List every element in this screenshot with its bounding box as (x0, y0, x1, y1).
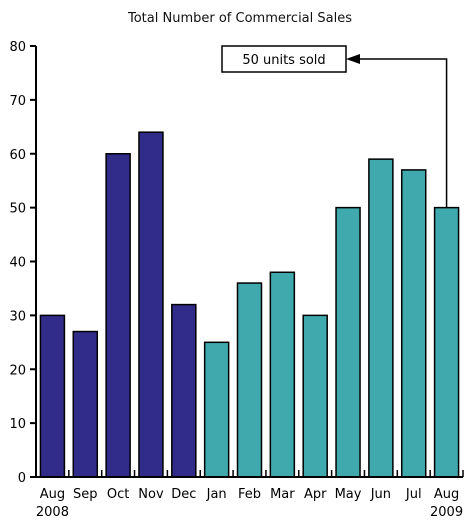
y-tick-label: 60 (9, 148, 26, 163)
annotation-label: 50 units sold (242, 53, 325, 68)
y-tick-label: 70 (9, 94, 26, 109)
bar-jun (368, 158, 394, 478)
chart-title: Total Number of Commercial Sales (127, 11, 352, 26)
y-tick-label: 20 (9, 363, 26, 378)
y-tick-label: 30 (9, 309, 26, 324)
y-axis: 0 10 20 30 40 50 60 70 80 (9, 40, 37, 486)
x-category-label: Jan (206, 487, 227, 502)
x-category-label: Oct (107, 487, 129, 502)
x-category-label: Aug (434, 487, 459, 502)
bar-feb (236, 282, 263, 478)
annotation-box (221, 45, 347, 73)
x-category-label: Jun (370, 487, 391, 502)
x-category-label: Mar (270, 487, 295, 502)
bar-dec (171, 303, 197, 478)
bar-jul (400, 169, 427, 478)
annotation-arrowhead (346, 54, 360, 64)
x-category-label: Apr (304, 487, 327, 502)
x-category-label: Nov (138, 487, 164, 502)
bar-sep (72, 330, 99, 478)
x-category-label: Feb (238, 487, 261, 502)
x-category-label: Aug (40, 487, 65, 502)
annotation-connector (358, 58, 448, 208)
y-tick-label: 10 (9, 417, 26, 432)
x-year-label: 2008 (36, 505, 69, 520)
x-year-label: 2009 (430, 505, 463, 520)
y-tick-label: 0 (18, 471, 26, 486)
y-tick-label: 50 (9, 202, 26, 217)
bar-mar (269, 271, 296, 478)
bar-apr (302, 314, 328, 478)
bar-may (335, 206, 361, 478)
y-tick-label: 80 (9, 40, 26, 55)
x-category-label: Sep (73, 487, 98, 502)
bar-aug (433, 206, 460, 478)
bar-jan (203, 341, 230, 478)
x-category-label: May (335, 487, 362, 502)
annotation-group: 50 units sold (221, 45, 448, 208)
bar-oct (105, 153, 131, 478)
x-axis: Aug Sep Oct Nov Dec Jan Feb Mar Apr May Jun Jul Aug 2… (35, 470, 464, 520)
x-category-label: Jul (405, 487, 422, 502)
y-tick-label: 40 (9, 256, 26, 271)
bars-group (39, 131, 460, 478)
bar-aug (39, 314, 66, 478)
bar-nov (138, 131, 164, 478)
x-category-label: Dec (171, 487, 196, 502)
